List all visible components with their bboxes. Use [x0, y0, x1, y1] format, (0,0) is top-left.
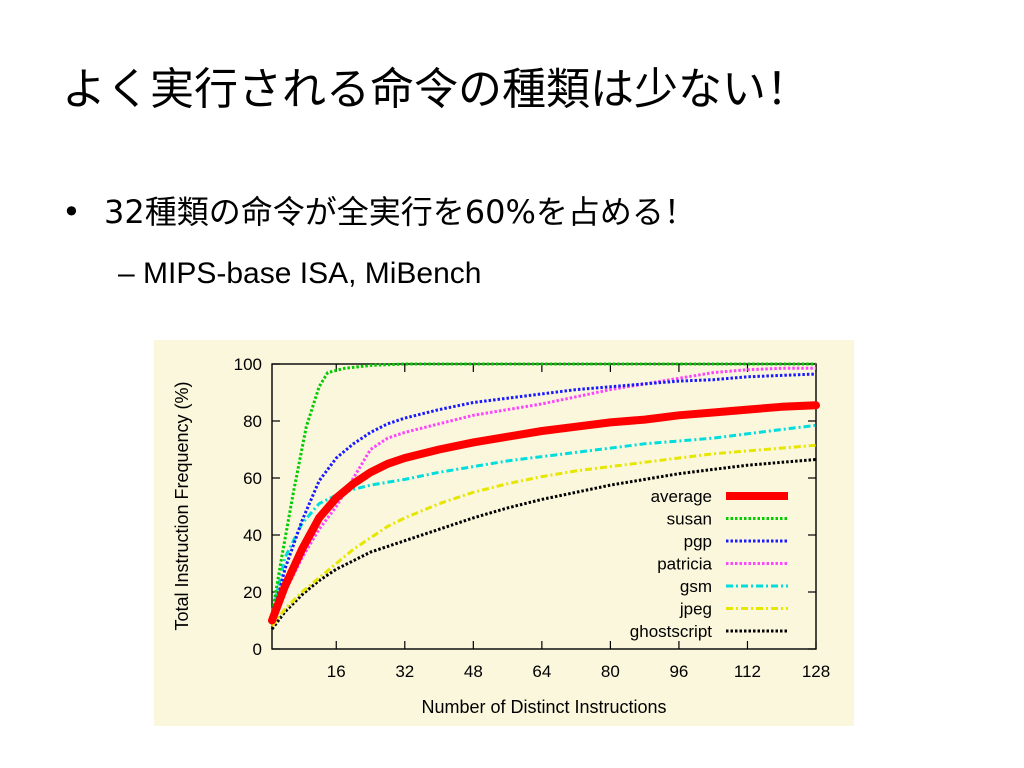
- x-tick-label: 64: [532, 662, 551, 681]
- legend-label-gsm: gsm: [680, 577, 712, 596]
- legend: average susan pgp patricia gsm jpeg ghostscrip…: [630, 487, 788, 641]
- x-tick-label: 16: [327, 662, 346, 681]
- y-tick-label: 80: [243, 412, 262, 431]
- y-tick-label: 0: [253, 640, 262, 659]
- y-axis-label: Total Instruction Frequency (%): [172, 381, 192, 630]
- y-tick-label: 20: [243, 583, 262, 602]
- series-line-susan: [270, 362, 816, 616]
- axis-ticks: 0 20 40 60 80 100 16 32 48 64 80 96 112 128: [234, 355, 831, 681]
- series-line-average: [268, 401, 820, 625]
- x-tick-label: 128: [802, 662, 830, 681]
- legend-label-average: average: [651, 487, 712, 506]
- bullet-text-1: 32種類の命令が全実行を60%を占める！: [104, 193, 696, 231]
- legend-label-susan: susan: [667, 510, 712, 529]
- y-tick-label: 60: [243, 469, 262, 488]
- legend-label-pgp: pgp: [684, 532, 712, 551]
- x-axis-label: Number of Distinct Instructions: [421, 697, 666, 717]
- x-tick-label: 112: [734, 662, 761, 681]
- series-group: [268, 362, 820, 631]
- series-line-patricia: [270, 366, 816, 622]
- bullet-item-1: • 32種類の命令が全実行を60%を占める！: [62, 190, 696, 234]
- series-line-gsm: [270, 423, 817, 616]
- plot-frame: [271, 363, 817, 650]
- bullet-dot: •: [62, 193, 81, 231]
- x-tick-label: 96: [669, 662, 688, 681]
- legend-label-ghostscript: ghostscript: [630, 622, 712, 641]
- series-line-jpeg: [270, 443, 817, 628]
- legend-label-patricia: patricia: [657, 555, 712, 574]
- chart-svg: 0 20 40 60 80 100 16 32 48 64 80 96 112 128 average su…: [172, 355, 831, 717]
- sub-bullet-item: – MIPS-base ISA, MiBench: [118, 257, 482, 290]
- x-tick-label: 80: [601, 662, 620, 681]
- chart-container: 0 20 40 60 80 100 16 32 48 64 80 96 112 128 average su…: [154, 340, 854, 726]
- slide-title: よく実行される命令の種類は少ない！: [62, 64, 810, 115]
- legend-label-jpeg: jpeg: [679, 600, 712, 619]
- y-tick-label: 100: [234, 355, 262, 374]
- series-line-ghostscript: [270, 458, 817, 631]
- x-tick-label: 48: [464, 662, 483, 681]
- y-tick-label: 40: [243, 526, 262, 545]
- x-tick-label: 32: [395, 662, 414, 681]
